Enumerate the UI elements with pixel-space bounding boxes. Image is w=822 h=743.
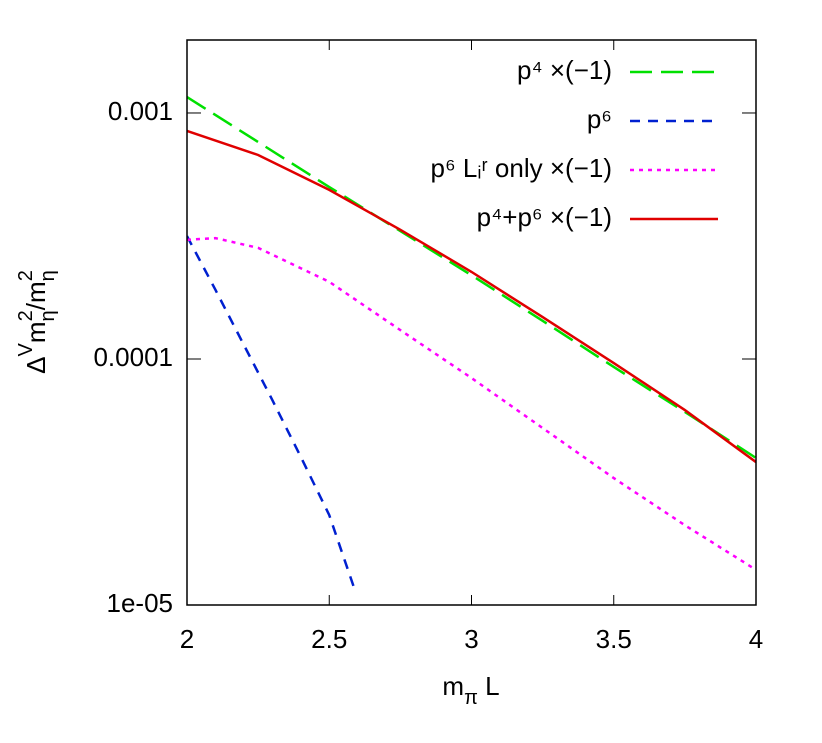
y-tick-label: 0.001 bbox=[108, 96, 173, 126]
series-line bbox=[187, 129, 756, 464]
series-line bbox=[187, 95, 756, 460]
series-line bbox=[187, 236, 756, 571]
ylabel-part: m bbox=[21, 322, 51, 344]
ylabel-part: 2 bbox=[15, 310, 37, 321]
x-tick-label: 2 bbox=[180, 624, 194, 654]
ylabel-part: /m bbox=[21, 281, 51, 310]
ylabel-part: 2 bbox=[15, 270, 37, 281]
ylabel-part: η bbox=[37, 270, 59, 281]
y-tick-label: 1e-05 bbox=[107, 588, 174, 618]
x-tick-label: 3 bbox=[464, 624, 478, 654]
x-tick-label: 2.5 bbox=[311, 624, 347, 654]
legend-label: p⁴ ×(−1) bbox=[517, 55, 612, 85]
y-axis-label: ΔVmη2/mη2 bbox=[15, 270, 59, 374]
legend-label: p⁶ bbox=[587, 104, 612, 134]
legend-label: p⁴+p⁶ ×(−1) bbox=[477, 202, 612, 232]
series-line bbox=[187, 235, 357, 591]
x-axis-label: mπ L bbox=[442, 671, 499, 709]
xlabel-part: m bbox=[442, 671, 464, 701]
xlabel-part: L bbox=[478, 671, 500, 701]
y-tick-label: 0.0001 bbox=[93, 342, 173, 372]
x-tick-label: 3.5 bbox=[596, 624, 632, 654]
ylabel-part: η bbox=[37, 310, 59, 321]
ylabel-part: V bbox=[15, 343, 37, 357]
x-tick-label: 4 bbox=[749, 624, 763, 654]
ylabel-part: Δ bbox=[21, 357, 51, 374]
legend-label: p⁶ Lᵢʳ only ×(−1) bbox=[431, 153, 612, 183]
plot-frame bbox=[186, 39, 757, 606]
xlabel-part: π bbox=[464, 687, 478, 709]
